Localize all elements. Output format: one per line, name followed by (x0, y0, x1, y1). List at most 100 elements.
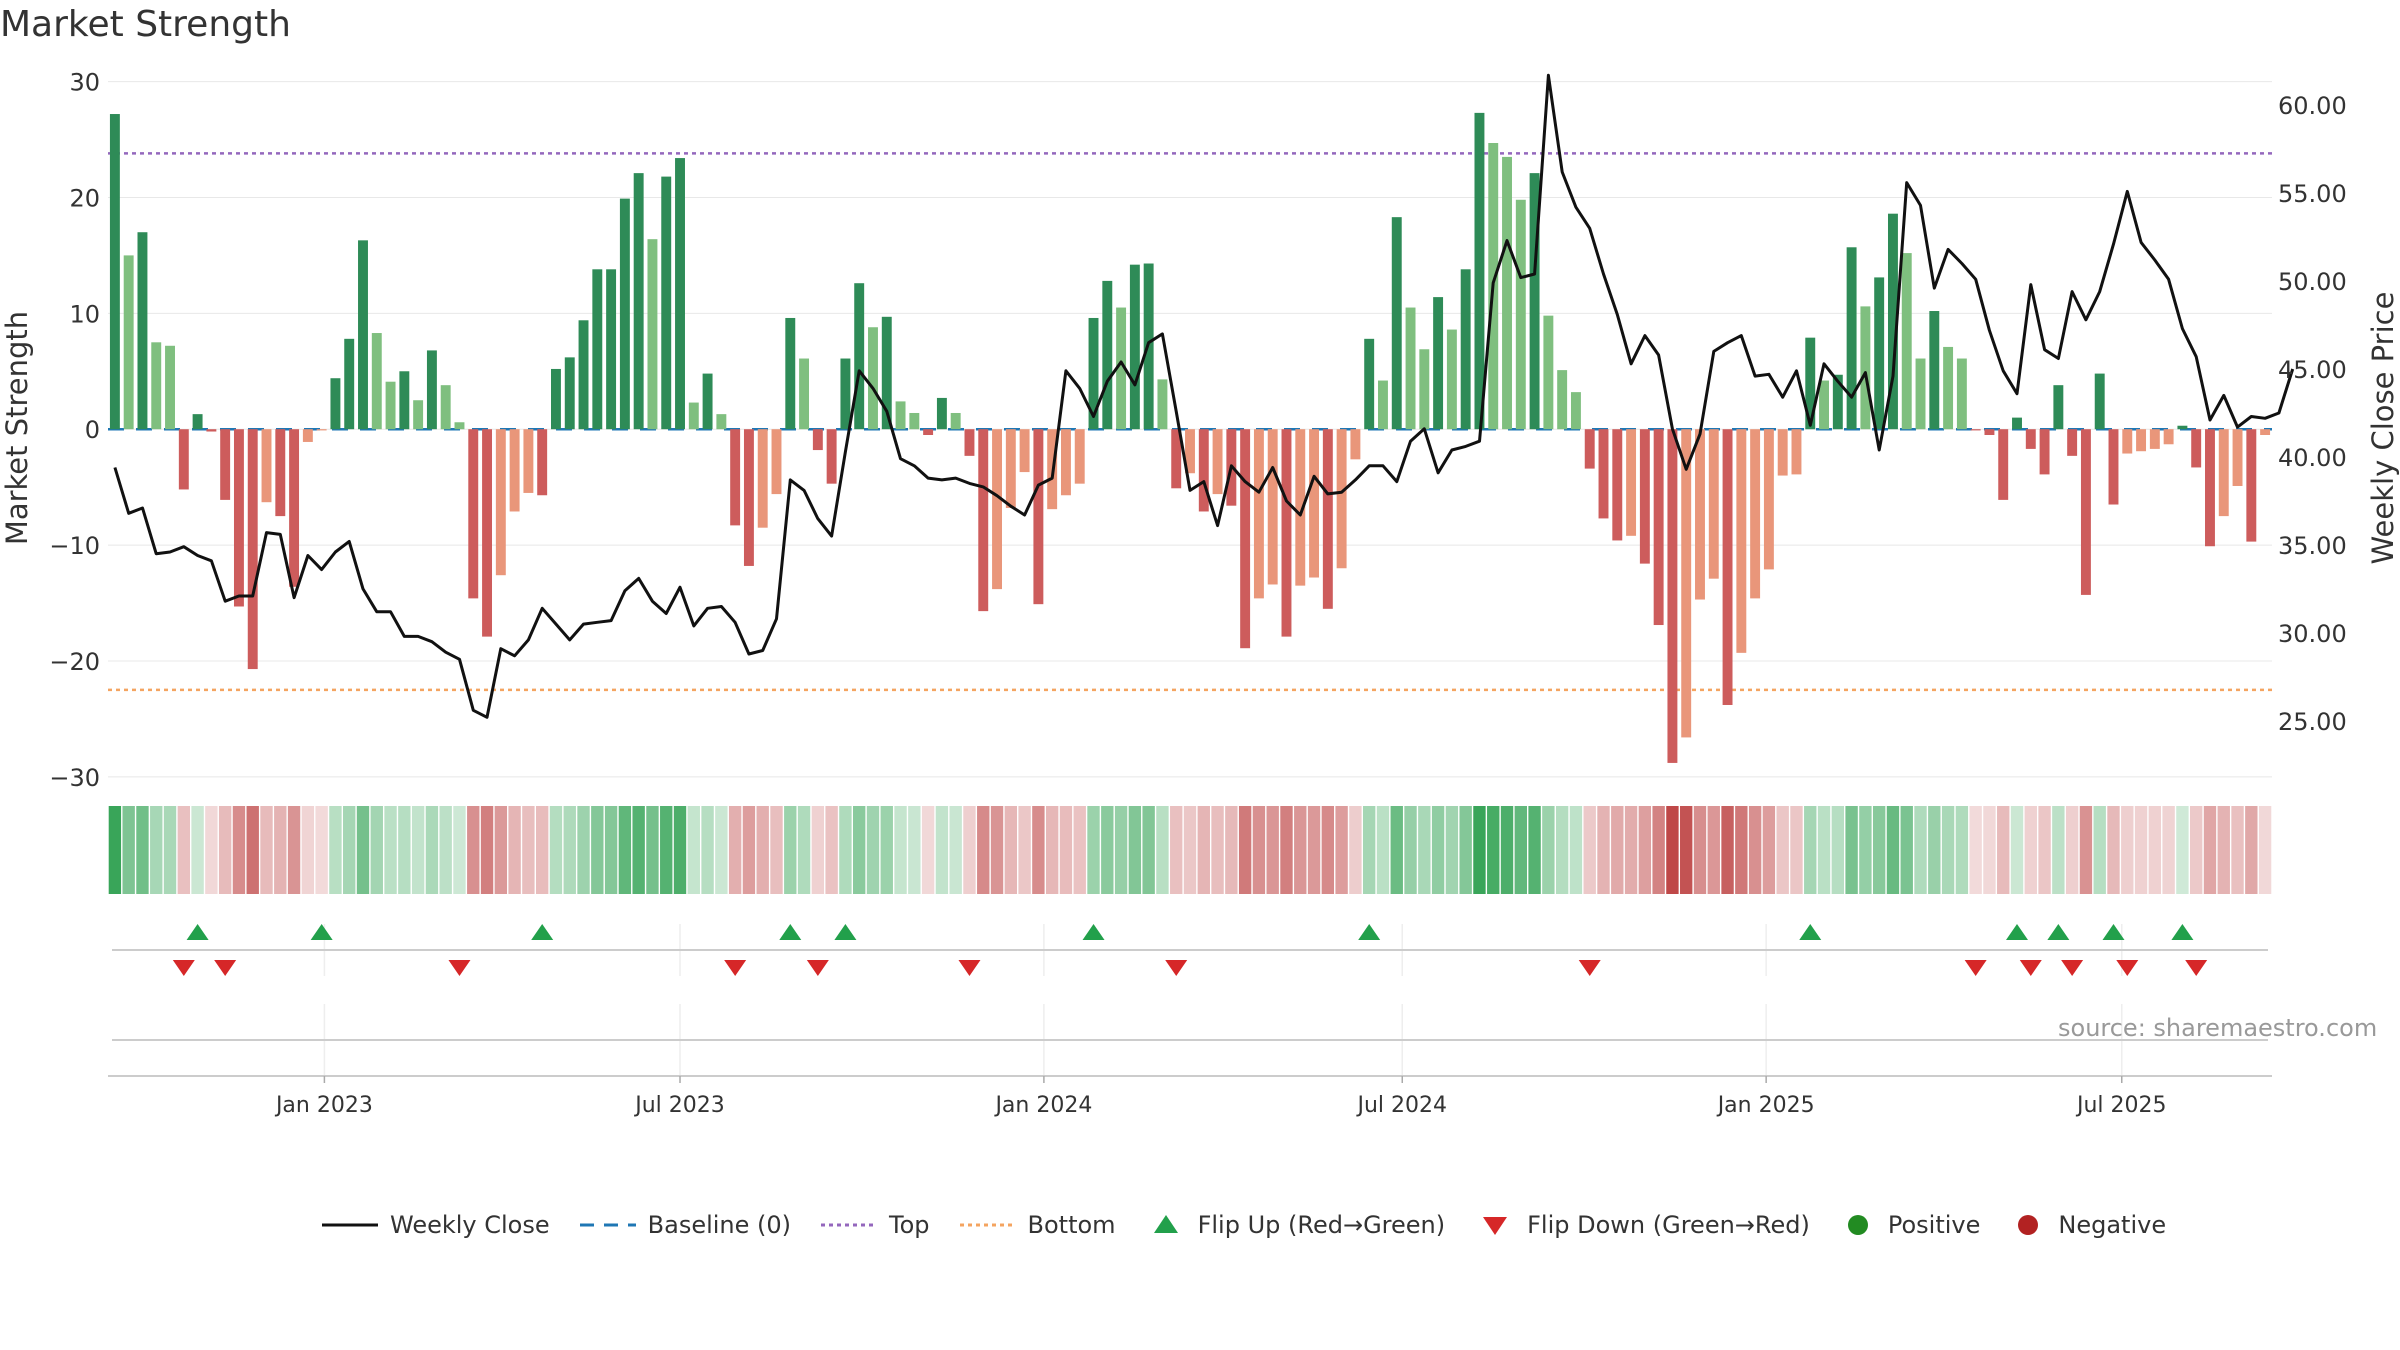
strength-bar (247, 429, 258, 670)
y2-tick-label: 60.00 (2278, 92, 2347, 120)
heat-cell (2038, 806, 2051, 894)
strength-bar (826, 429, 837, 484)
heat-cell (1735, 806, 1748, 894)
strength-bar (137, 232, 148, 430)
legend-item-flip-up[interactable]: Flip Up (Red→Green) (1144, 1210, 1445, 1240)
strength-bar (1019, 429, 1030, 473)
strength-bar (1529, 173, 1540, 430)
flip-up-marker (779, 924, 802, 940)
strength-bar (385, 381, 396, 430)
heat-cell (535, 806, 549, 894)
heat-cell (1914, 806, 1927, 894)
strength-bar (1970, 429, 1981, 431)
heat-cell (205, 806, 218, 894)
heat-cell (1266, 806, 1279, 894)
legend-item-weekly-close[interactable]: Weekly Close (320, 1210, 550, 1240)
legend-item-bottom[interactable]: Bottom (958, 1210, 1116, 1240)
heat-cell (1955, 806, 1969, 894)
strength-bar (1874, 277, 1885, 430)
strength-bar (192, 414, 203, 430)
strength-bar (1405, 307, 1416, 430)
strength-bar (2191, 429, 2202, 468)
y2-tick-label: 55.00 (2278, 180, 2347, 208)
strength-bar (1763, 429, 1774, 570)
heat-cell (825, 806, 838, 894)
heat-cell (150, 806, 163, 894)
strength-bar (206, 429, 217, 432)
heat-cell (2107, 806, 2120, 894)
heat-cell (1431, 806, 1445, 894)
strength-bar (1805, 337, 1816, 430)
heat-cell (356, 806, 370, 894)
strength-bar (2080, 429, 2091, 595)
heat-cell (1859, 806, 1872, 894)
heat-cell (398, 806, 411, 894)
heat-cell (1624, 806, 1638, 894)
strength-bar (812, 429, 823, 451)
heat-cell (425, 806, 439, 894)
legend-item-flip-down[interactable]: Flip Down (Green→Red) (1473, 1210, 1810, 1240)
heat-cell (177, 806, 191, 894)
strength-bar (1584, 429, 1595, 469)
y2-axis-label: Weekly Close Price (2366, 292, 2400, 565)
flip-up-marker (2047, 924, 2070, 940)
strength-bar (978, 429, 989, 612)
strength-bar (757, 429, 768, 528)
legend-label-positive: Positive (1887, 1211, 1981, 1239)
strength-bar (1185, 429, 1195, 474)
legend-item-baseline[interactable]: Baseline (0) (578, 1210, 791, 1240)
triangle-down-icon (1473, 1210, 1517, 1240)
strength-bar (399, 371, 410, 430)
legend-item-positive[interactable]: Positive (1838, 1210, 1981, 1240)
heat-cell (715, 806, 728, 894)
strength-bar (2218, 429, 2229, 517)
heat-cell (1514, 806, 1527, 894)
heat-cell (742, 806, 756, 894)
strength-bar (1074, 429, 1085, 484)
strength-bar (799, 358, 810, 430)
heat-cell (1307, 806, 1321, 894)
strength-bar (1984, 429, 1995, 435)
heat-cell (191, 806, 204, 894)
strength-bar (2232, 429, 2243, 486)
heat-cell (660, 806, 673, 894)
x-tick-label: Jan 2024 (993, 1093, 1092, 1118)
heat-cell (1693, 806, 1707, 894)
dotted-line-swatch-icon (958, 1210, 1018, 1240)
dotted-line-swatch-icon (819, 1210, 879, 1240)
strength-bar (1695, 429, 1705, 600)
strength-bar (1295, 429, 1306, 586)
strength-bar (675, 158, 685, 430)
flip-down-marker (214, 960, 237, 976)
strength-bar (1350, 429, 1361, 460)
strength-bar (344, 338, 355, 430)
strength-bar (1887, 213, 1898, 430)
heat-cell (1983, 806, 1996, 894)
strength-bar (1129, 264, 1140, 430)
heat-cell (1500, 806, 1514, 894)
strength-bar (1777, 429, 1788, 476)
heat-cell (2162, 806, 2175, 894)
heat-cell (439, 806, 452, 894)
legend-item-negative[interactable]: Negative (2008, 1210, 2166, 1240)
flip-down-marker (2019, 960, 2042, 976)
strength-bar (1116, 307, 1127, 430)
flip-down-marker (2185, 960, 2208, 976)
strength-bar (578, 320, 589, 430)
heat-cell (494, 806, 508, 894)
strength-bar (1474, 112, 1485, 430)
strength-bar (2012, 417, 2022, 430)
weekly-close-line-group (113, 73, 2295, 719)
y2-tick-label: 35.00 (2278, 532, 2347, 560)
strength-bar (2205, 429, 2215, 547)
strength-bar (109, 114, 120, 430)
strength-bar (2067, 429, 2078, 456)
y-tick-label: 0 (85, 416, 100, 444)
legend-item-top[interactable]: Top (819, 1210, 930, 1240)
strength-bar (606, 269, 617, 430)
legend-label-negative: Negative (2058, 1211, 2167, 1239)
strength-bar (165, 345, 175, 430)
heat-cell (1087, 806, 1100, 894)
strength-bar (1364, 338, 1375, 430)
